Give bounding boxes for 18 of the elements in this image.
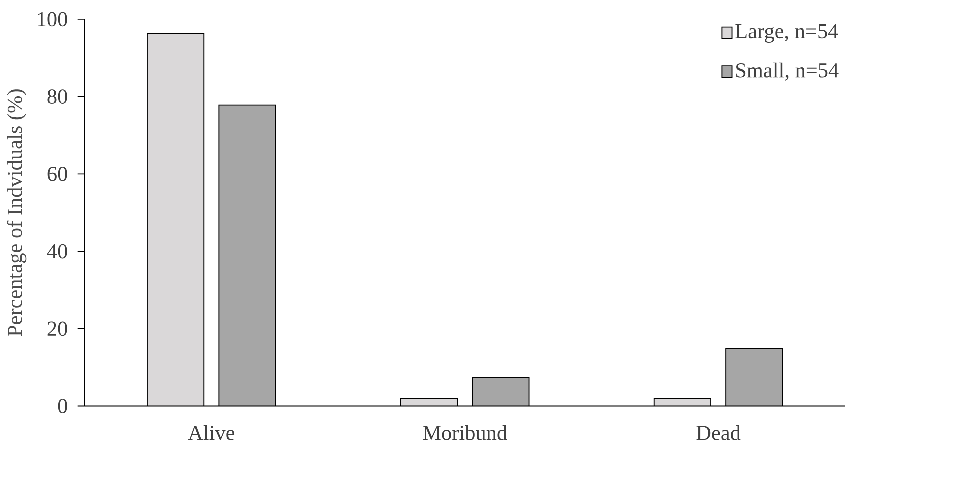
x-tick-label: Dead xyxy=(696,425,741,440)
bar xyxy=(472,378,530,406)
y-tick-label: 100 xyxy=(38,12,68,27)
y-tick-label: 80 xyxy=(48,90,68,104)
legend-label: Small, n=54 xyxy=(736,62,839,81)
y-tick-label: 60 xyxy=(48,167,68,182)
bar xyxy=(147,33,205,406)
y-tick-label: 0 xyxy=(58,399,68,414)
x-tick-label: Alive xyxy=(188,425,235,440)
y-tick-label: 20 xyxy=(48,322,68,336)
bar xyxy=(726,348,784,406)
bar xyxy=(219,105,276,406)
y-axis-title: Percentage of Indviduals (%) xyxy=(7,90,27,336)
y-tick-label: 40 xyxy=(47,244,68,259)
legend-label: Large, n=54 xyxy=(736,24,838,43)
bar xyxy=(654,398,712,406)
x-tick-label: Moribund xyxy=(423,425,508,440)
bar xyxy=(400,398,458,406)
